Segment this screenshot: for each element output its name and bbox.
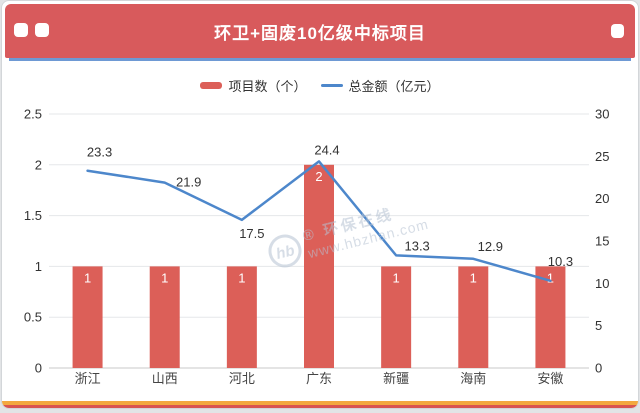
header-dot-right — [611, 24, 624, 38]
watermark-logo-text: hb — [274, 242, 296, 263]
legend-label-amount: 总金额（亿元） — [348, 79, 440, 94]
x-axis-category-label-2: 河北 — [229, 371, 255, 386]
right-axis-tick-label: 20 — [595, 191, 609, 206]
legend-item-projects[interactable]: 项目数（个） — [200, 76, 307, 95]
watermark-logo-icon — [268, 234, 302, 268]
line-value-label-6: 10.3 — [548, 254, 573, 269]
right-axis-tick-label: 5 — [595, 318, 602, 333]
legend: 项目数（个） 总金额（亿元） — [2, 75, 638, 96]
bar-series-swatch-icon — [200, 82, 223, 89]
header-bar: 环卫+固废10亿级中标项目 — [5, 4, 635, 58]
line-value-label-0: 23.3 — [87, 145, 112, 160]
bar-value-label-3: 2 — [315, 169, 322, 184]
total-amount-line — [86, 160, 552, 283]
bar-6 — [535, 266, 566, 368]
legend-item-amount[interactable]: 总金额（亿元） — [320, 76, 440, 95]
bar-value-label-0: 1 — [84, 270, 91, 285]
x-axis-category-label-0: 浙江 — [75, 371, 101, 386]
right-axis-tick-label: 15 — [595, 234, 609, 249]
bar-value-label-4: 1 — [393, 270, 400, 285]
legend-label-projects: 项目数（个） — [228, 79, 307, 94]
footer-stripe-orange — [2, 401, 638, 405]
x-axis-category-label-1: 山西 — [152, 371, 178, 386]
left-axis-tick-label: 1.5 — [24, 208, 42, 223]
x-axis-category-label-3: 广东 — [306, 371, 332, 386]
bar-value-label-5: 1 — [470, 270, 477, 285]
line-series-swatch-icon — [320, 84, 343, 87]
line-value-label-2: 17.5 — [239, 226, 264, 241]
line-value-label-4: 13.3 — [404, 238, 429, 253]
line-value-label-3: 24.4 — [314, 142, 339, 157]
x-axis-category-label-4: 新疆 — [383, 371, 409, 386]
left-axis-tick-label: 0.5 — [24, 310, 42, 325]
bar-5 — [458, 266, 489, 368]
line-value-label-5: 12.9 — [478, 239, 503, 254]
combo-chart: 0 0.5 1 1.5 2 2.5 0 5 10 15 20 25 30 1 1 1 2 1 1 1 23.3 21.9 1… — [24, 107, 610, 387]
header-dot-left-2 — [35, 23, 49, 37]
header-dot-left-1 — [14, 23, 28, 37]
right-axis-tick-label: 30 — [595, 107, 609, 122]
bar-value-label-6: 1 — [547, 270, 554, 285]
bar-value-label-2: 1 — [238, 270, 245, 285]
right-axis-tick-label: 0 — [595, 361, 602, 376]
bar-2 — [226, 266, 257, 368]
bar-1 — [149, 266, 180, 368]
left-axis-tick-label: 0 — [35, 361, 42, 376]
bar-4 — [381, 266, 412, 368]
footer-stripe-red — [2, 405, 638, 408]
left-axis-tick-label: 1 — [35, 259, 42, 274]
page-title: 环卫+固废10亿级中标项目 — [214, 23, 426, 43]
x-axis-category-label-6: 安徽 — [537, 371, 563, 386]
right-axis-tick-label: 10 — [595, 276, 609, 291]
header-underline — [9, 58, 631, 61]
left-axis-tick-label: 2.5 — [24, 107, 42, 122]
right-axis-tick-label: 25 — [595, 149, 609, 164]
bar-value-label-1: 1 — [161, 270, 168, 285]
x-axis-category-label-5: 海南 — [460, 371, 486, 386]
bar-0 — [72, 266, 103, 368]
bar-3 — [304, 164, 334, 368]
left-axis-tick-label: 2 — [35, 157, 42, 172]
line-value-label-1: 21.9 — [176, 175, 201, 190]
